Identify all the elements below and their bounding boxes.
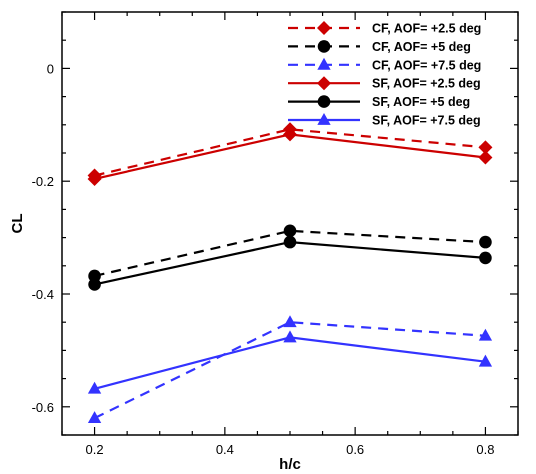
data-point bbox=[283, 330, 297, 343]
y-tick-label: -0.2 bbox=[32, 174, 54, 189]
data-point bbox=[479, 235, 492, 249]
legend-item: CF, AOF= +7.5 deg bbox=[288, 57, 481, 72]
data-point bbox=[478, 140, 493, 155]
data-point bbox=[283, 127, 297, 142]
legend-marker bbox=[317, 21, 331, 35]
y-axis: -0.6 -0.4 -0.2 0 bbox=[32, 11, 518, 436]
series-line bbox=[94, 229, 486, 278]
data-point bbox=[479, 251, 492, 265]
x-tick-label: 0.2 bbox=[86, 442, 104, 457]
data-point bbox=[283, 315, 297, 328]
x-tick-label: 0.4 bbox=[216, 442, 234, 457]
data-point bbox=[87, 171, 102, 186]
legend-label: SF, AOF= +5 deg bbox=[372, 95, 470, 109]
legend-item: SF, AOF= +7.5 deg bbox=[288, 113, 481, 128]
series-line bbox=[94, 336, 486, 390]
plot-lines bbox=[94, 128, 486, 420]
x-tick-label: 0.8 bbox=[476, 442, 494, 457]
data-point bbox=[283, 235, 297, 249]
series-line bbox=[94, 321, 486, 420]
legend-label: CF, AOF= +2.5 deg bbox=[372, 22, 481, 36]
legend-item: SF, AOF= +2.5 deg bbox=[288, 76, 481, 91]
plot-markers bbox=[87, 122, 493, 423]
legend-label: SF, AOF= +7.5 deg bbox=[372, 114, 481, 128]
legend-marker bbox=[317, 76, 331, 91]
legend-label: CF, AOF= +5 deg bbox=[372, 40, 471, 54]
legend-item: SF, AOF= +5 deg bbox=[288, 95, 470, 109]
legend-marker bbox=[317, 113, 331, 125]
y-axis-title: CL bbox=[9, 214, 26, 234]
data-point bbox=[87, 381, 102, 394]
legend-label: SF, AOF= +2.5 deg bbox=[372, 77, 481, 91]
data-point bbox=[478, 354, 493, 367]
legend: CF, AOF= +2.5 deg CF, AOF= +5 deg CF, AOF=… bbox=[288, 21, 481, 128]
y-tick-label: -0.4 bbox=[32, 287, 54, 302]
x-axis: 0.2 0.4 0.6 0.8 bbox=[61, 12, 519, 457]
legend-item: CF, AOF= +2.5 deg bbox=[288, 21, 481, 36]
data-point bbox=[283, 224, 297, 238]
data-point bbox=[87, 411, 102, 423]
x-axis-title: h/c bbox=[279, 456, 301, 473]
legend-label: CF, AOF= +7.5 deg bbox=[372, 58, 481, 72]
data-point bbox=[478, 150, 493, 165]
series-line bbox=[94, 128, 486, 177]
data-point bbox=[88, 278, 101, 291]
data-point bbox=[478, 328, 493, 341]
legend-marker bbox=[317, 57, 331, 70]
y-tick-label: 0 bbox=[47, 61, 54, 76]
plot-frame bbox=[61, 11, 519, 436]
legend-marker bbox=[317, 95, 331, 108]
legend-marker bbox=[317, 40, 331, 53]
legend-item: CF, AOF= +5 deg bbox=[288, 40, 471, 54]
x-tick-label: 0.6 bbox=[346, 442, 364, 457]
y-tick-label: -0.6 bbox=[32, 400, 54, 415]
